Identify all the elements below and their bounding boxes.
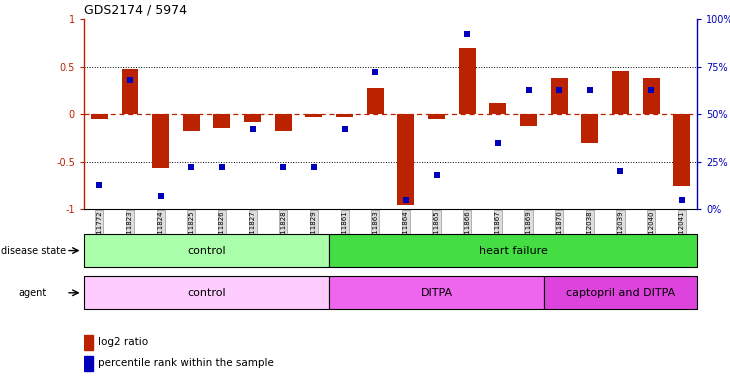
Bar (428, 114, 445, 119)
Point (400, 197, 412, 203)
Text: log2 ratio: log2 ratio (98, 337, 148, 347)
Point (492, 140, 504, 146)
Point (93, 182, 105, 188)
Bar (329, 276, 544, 309)
Point (584, 86, 596, 93)
Bar (244, 114, 261, 122)
Point (247, 126, 258, 132)
Point (615, 168, 626, 174)
Point (369, 70, 381, 76)
Point (308, 164, 320, 170)
Point (553, 86, 565, 93)
Text: percentile rank within the sample: percentile rank within the sample (98, 358, 274, 368)
Point (339, 126, 350, 132)
Point (645, 86, 657, 93)
Bar (121, 69, 139, 114)
Bar (544, 276, 697, 309)
Bar (84, 276, 329, 309)
Text: disease state: disease state (1, 245, 66, 256)
Bar (366, 88, 384, 114)
Bar (84, 234, 329, 267)
Point (676, 197, 688, 203)
Point (523, 86, 534, 93)
Bar (91, 114, 108, 119)
Bar (520, 114, 537, 126)
Point (277, 164, 289, 170)
Text: control: control (188, 288, 226, 298)
Bar (550, 78, 568, 114)
Bar (642, 78, 660, 114)
Bar (305, 114, 323, 117)
Text: captopril and DITPA: captopril and DITPA (566, 288, 675, 298)
Bar (397, 114, 415, 205)
Point (461, 31, 473, 38)
Bar (84, 335, 93, 349)
Point (124, 77, 136, 83)
Bar (84, 356, 93, 371)
Bar (182, 114, 200, 131)
Bar (274, 114, 292, 131)
Text: agent: agent (18, 288, 47, 298)
Bar (458, 48, 476, 114)
Text: GDS2174 / 5974: GDS2174 / 5974 (84, 3, 187, 17)
Bar (673, 114, 691, 185)
Bar (612, 71, 629, 114)
Point (431, 172, 442, 178)
Point (155, 193, 166, 199)
Bar (152, 114, 169, 169)
Text: control: control (188, 245, 226, 256)
Point (216, 164, 228, 170)
Text: DITPA: DITPA (420, 288, 453, 298)
Bar (329, 234, 697, 267)
Bar (213, 114, 231, 129)
Text: heart failure: heart failure (479, 245, 548, 256)
Point (185, 164, 197, 170)
Bar (581, 114, 599, 143)
Bar (489, 103, 507, 114)
Bar (336, 114, 353, 117)
